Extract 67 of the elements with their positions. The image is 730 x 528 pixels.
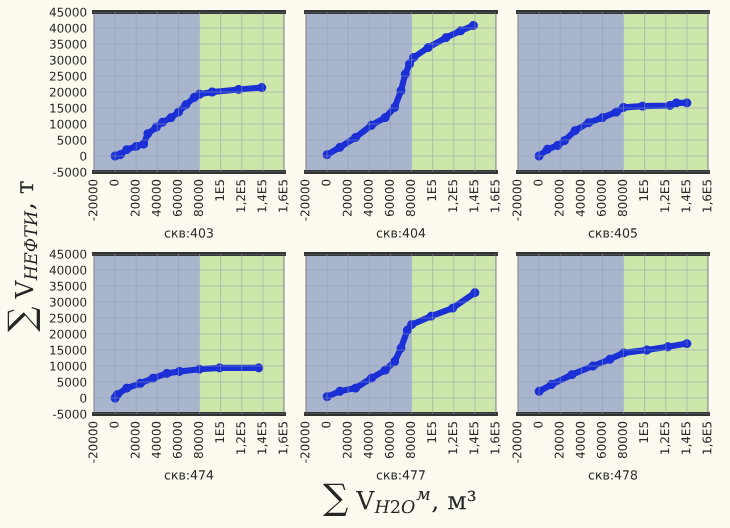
point: [619, 102, 628, 112]
point: [335, 142, 345, 152]
point: [139, 139, 149, 149]
point: [396, 86, 406, 96]
point: [181, 100, 191, 110]
point: [380, 365, 390, 375]
point: [148, 373, 158, 383]
point: [638, 101, 647, 111]
point: [682, 339, 692, 349]
point: [423, 43, 433, 52]
point: [351, 383, 361, 393]
point: [441, 33, 451, 43]
point: [207, 87, 217, 97]
point: [390, 357, 400, 366]
point: [195, 364, 204, 374]
point: [367, 120, 376, 130]
point: [456, 26, 465, 36]
point: [534, 386, 544, 396]
point: [468, 21, 478, 30]
point: [642, 345, 652, 355]
point: [122, 145, 132, 155]
point: [570, 126, 580, 136]
point: [400, 69, 410, 79]
point: [143, 129, 153, 139]
point: [322, 392, 332, 402]
y-axis-title: ∑ V$_{НЕФТИ}$, т: [7, 181, 40, 332]
point: [322, 150, 332, 160]
point: [619, 348, 628, 358]
point: [663, 342, 673, 352]
point: [682, 98, 692, 108]
point: [351, 133, 361, 142]
point: [367, 373, 376, 383]
point: [335, 386, 345, 396]
point: [588, 361, 598, 371]
point: [542, 144, 552, 154]
point: [122, 383, 132, 393]
point: [470, 288, 480, 298]
point: [166, 113, 176, 123]
point: [380, 113, 390, 123]
point: [405, 59, 414, 69]
point: [409, 53, 419, 62]
point: [136, 378, 145, 388]
point: [396, 343, 406, 353]
point: [611, 107, 621, 117]
point: [605, 354, 615, 364]
point: [162, 368, 172, 378]
point: [448, 303, 458, 313]
point: [195, 89, 204, 99]
point: [254, 363, 264, 373]
point: [390, 102, 400, 112]
point: [175, 366, 184, 376]
point: [174, 107, 183, 117]
point: [584, 118, 594, 128]
point: [426, 311, 436, 321]
point: [598, 113, 607, 123]
point: [534, 151, 544, 161]
x-axis-title: ∑ V$_{H2O}$$^{м}$, м³: [323, 483, 476, 516]
point: [553, 141, 563, 150]
point: [407, 320, 416, 330]
point: [560, 136, 569, 146]
point: [131, 141, 141, 151]
point: [151, 122, 161, 132]
point: [158, 117, 168, 127]
point: [257, 83, 267, 92]
point: [671, 98, 681, 108]
point: [547, 380, 556, 390]
point: [567, 370, 577, 380]
